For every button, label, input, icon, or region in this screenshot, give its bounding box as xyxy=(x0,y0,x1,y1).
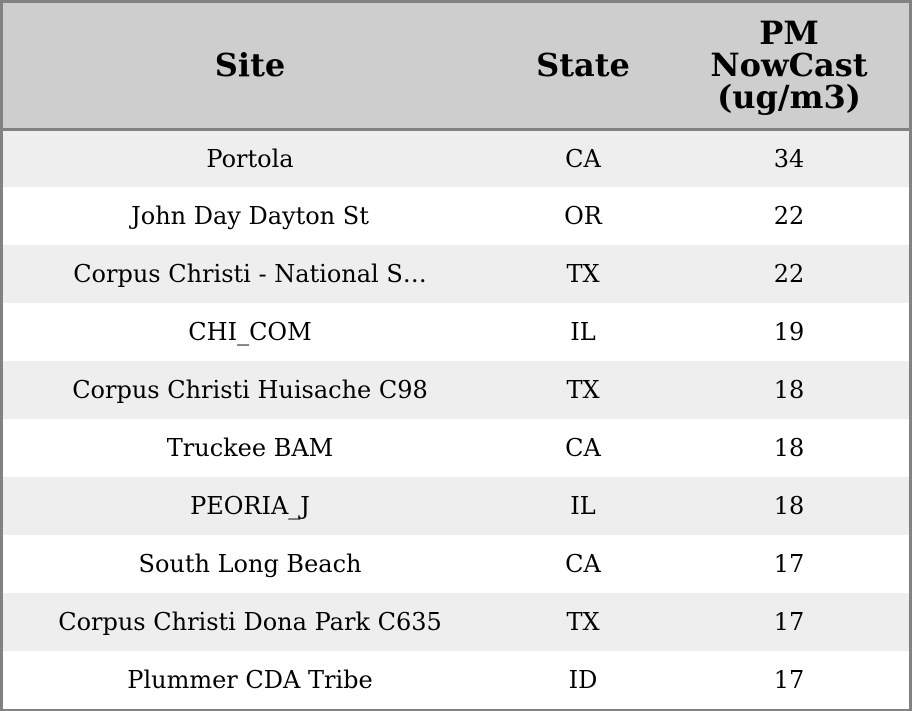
cell-pm-value: 19 xyxy=(773,318,805,346)
cell-site: Corpus Christi - National S… xyxy=(73,260,427,288)
cell-state: IL xyxy=(570,492,596,520)
table-row: South Long Beach CA 17 xyxy=(3,535,909,593)
cell-pm-value: 17 xyxy=(773,666,805,694)
cell-state: OR xyxy=(564,202,602,230)
cell-state: CA xyxy=(565,550,601,578)
cell-pm-value: 18 xyxy=(773,434,805,462)
cell-site: John Day Dayton St xyxy=(131,202,369,230)
cell-site: Plummer CDA Tribe xyxy=(127,666,373,694)
cell-state: TX xyxy=(566,260,600,288)
cell-state: TX xyxy=(566,376,600,404)
cell-site: Truckee BAM xyxy=(166,434,334,462)
table-row: Corpus Christi - National S… TX 22 xyxy=(3,245,909,303)
table-row: Plummer CDA Tribe ID 17 xyxy=(3,651,909,709)
header-row: Site State PM NowCast (ug/m3) xyxy=(3,3,909,131)
header-pm-line-3: (ug/m3) xyxy=(717,78,861,117)
cell-state: CA xyxy=(565,144,601,173)
cell-pm-value: 18 xyxy=(773,492,805,520)
table-row: John Day Dayton St OR 22 xyxy=(3,187,909,245)
header-pm-line-1: PM xyxy=(759,14,819,53)
table-row: Corpus Christi Dona Park C635 TX 17 xyxy=(3,593,909,651)
cell-pm-value: 22 xyxy=(773,260,805,288)
cell-site: Corpus Christi Dona Park C635 xyxy=(58,608,442,636)
cell-pm-value: 17 xyxy=(773,550,805,578)
cell-site: Corpus Christi Huisache C98 xyxy=(72,376,428,404)
cell-state: IL xyxy=(570,318,596,346)
header-site: Site xyxy=(3,3,497,131)
cell-site: CHI_COM xyxy=(188,318,312,346)
cell-pm-value: 22 xyxy=(773,202,805,230)
cell-site: PEORIA_J xyxy=(190,492,310,520)
cell-pm-value: 17 xyxy=(773,608,805,636)
header-pm-line-2: NowCast xyxy=(710,46,868,85)
table-row: CHI_COM IL 19 xyxy=(3,303,909,361)
table-row: Corpus Christi Huisache C98 TX 18 xyxy=(3,361,909,419)
cell-state: TX xyxy=(566,608,600,636)
cell-state: ID xyxy=(568,666,598,694)
table-body: Portola CA 34 John Day Dayton St OR 22 Corpus … xyxy=(3,129,909,709)
cell-state: CA xyxy=(565,434,601,462)
cell-site: South Long Beach xyxy=(138,550,362,578)
cell-pm-value: 18 xyxy=(773,376,805,404)
table-header: Site State PM NowCast (ug/m3) xyxy=(3,3,909,131)
table-row: Portola CA 34 xyxy=(3,129,909,187)
cell-site: Portola xyxy=(206,144,294,173)
header-pm-nowcast: PM NowCast (ug/m3) xyxy=(669,3,909,131)
table-row: PEORIA_J IL 18 xyxy=(3,477,909,535)
table-row: Truckee BAM CA 18 xyxy=(3,419,909,477)
header-state: State xyxy=(497,3,669,131)
cell-pm-value: 34 xyxy=(773,144,805,173)
pm-nowcast-table: Site State PM NowCast (ug/m3) Portola CA 3… xyxy=(3,3,909,709)
